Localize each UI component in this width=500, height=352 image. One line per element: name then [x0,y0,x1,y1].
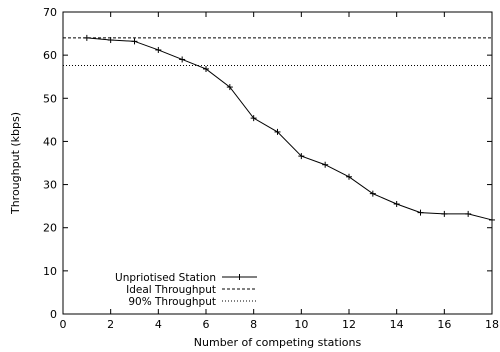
data-point-marker [465,210,472,217]
legend-label-unprioritised: Unpriotised Station [115,272,216,284]
x-tick-label: 4 [155,318,162,331]
y-tick-label: 0 [50,308,57,321]
data-point-marker [226,84,233,91]
data-point-marker [155,46,162,53]
data-point-marker [179,56,186,63]
data-point-marker [131,38,138,45]
plot-frame [62,11,493,315]
legend-label-ideal: Ideal Throughput [126,284,216,296]
y-axis-label: Throughput (kbps) [9,112,22,215]
data-point-marker [417,209,424,216]
legend: Unpriotised Station Ideal Throughput 90%… [115,272,257,308]
data-point-marker [322,161,329,168]
data-point-marker [83,34,90,41]
x-tick-label: 8 [250,318,257,331]
series-layer [63,34,495,223]
data-point-marker [441,210,448,217]
x-axis-label: Number of competing stations [194,336,362,349]
y-tick-label: 40 [43,135,57,148]
y-tick-label: 70 [43,6,57,19]
x-tick-label: 16 [437,318,451,331]
y-tick-label: 50 [43,92,57,105]
y-tick-label: 30 [43,179,57,192]
x-tick-label: 12 [342,318,356,331]
x-tick-label: 14 [390,318,404,331]
x-tick-label: 2 [107,318,114,331]
legend-label-90pct: 90% Throughput [128,296,216,308]
y-tick-label: 60 [43,49,57,62]
axis-tick-labels: 0 2 4 6 8 10 12 14 16 18 0 10 20 30 40 50 60 70 [43,6,499,331]
x-tick-label: 10 [294,318,308,331]
data-point-marker [298,153,305,160]
axis-ticks [62,11,493,315]
data-point-marker [346,173,352,180]
data-point-marker [274,128,281,135]
y-tick-label: 10 [43,265,57,278]
data-point-marker [250,115,257,122]
data-point-marker [393,200,400,207]
y-tick-label: 20 [43,222,57,235]
x-tick-label: 6 [203,318,210,331]
data-point-marker [203,65,209,72]
data-point-marker [489,216,495,223]
x-tick-label: 0 [60,318,67,331]
data-point-marker [369,190,376,197]
x-tick-label: 18 [485,318,499,331]
unprioritised-station-line [86,37,493,221]
data-point-marker [107,37,114,44]
